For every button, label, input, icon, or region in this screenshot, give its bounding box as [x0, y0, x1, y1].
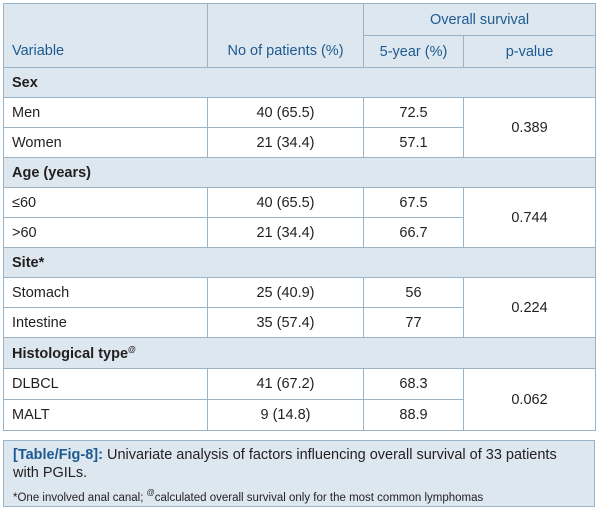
header-patients: No of patients (%)	[207, 3, 364, 68]
group-label: Age (years)	[2, 157, 597, 188]
group-row-site: Site*	[2, 247, 597, 278]
row-variable: Men	[3, 97, 208, 128]
row-five-year: 67.5	[363, 187, 464, 218]
row-patients: 21 (34.4)	[207, 217, 364, 248]
survival-table: Variable No of patients (%) Overall surv…	[2, 3, 597, 431]
row-five-year: 56	[363, 277, 464, 308]
group-row-sex: Sex	[2, 67, 597, 98]
footnote-superscript: @	[146, 488, 155, 497]
group-label: Sex	[2, 67, 597, 98]
row-patients: 41 (67.2)	[207, 368, 364, 400]
group-label: Site*	[2, 247, 597, 278]
row-variable: Intestine	[3, 307, 208, 338]
row-variable: MALT	[3, 399, 208, 431]
row-variable: ≤60	[3, 187, 208, 218]
caption-footnote: *One involved anal canal; @calculated ov…	[13, 488, 483, 504]
header-overall-survival: Overall survival	[362, 3, 597, 36]
header-p-value: p-value	[462, 35, 597, 68]
table-row: Women 21 (34.4) 57.1	[3, 127, 596, 158]
row-five-year: 88.9	[363, 399, 464, 431]
row-p-value: 0.744	[462, 187, 597, 248]
group-row-age: Age (years)	[2, 157, 597, 188]
group-label: Histological type@	[2, 337, 597, 369]
table-row: ≤60 40 (65.5) 67.5 0.744	[3, 187, 597, 248]
row-five-year: 66.7	[363, 217, 464, 248]
caption-body: Univariate analysis of factors influenci…	[13, 447, 557, 481]
header-row-bottom: 5-year (%) p-value	[4, 35, 597, 68]
row-variable: DLBCL	[3, 368, 208, 400]
caption-label: [Table/Fig-8]:	[13, 447, 103, 463]
caption-text: [Table/Fig-8]: Univariate analysis of fa…	[13, 446, 573, 482]
table-row: >60 21 (34.4) 66.7	[3, 217, 596, 248]
group-label-superscript: @	[128, 344, 136, 354]
table-row: Stomach 25 (40.9) 56 0.224	[3, 277, 597, 338]
table-caption: [Table/Fig-8]: Univariate analysis of fa…	[3, 440, 595, 507]
row-patients: 35 (57.4)	[207, 307, 364, 338]
header-row-top: Variable No of patients (%) Overall surv…	[3, 3, 597, 68]
row-p-value: 0.224	[462, 277, 597, 338]
row-variable: Stomach	[3, 277, 208, 308]
row-variable: Women	[3, 127, 208, 158]
table-row: DLBCL 41 (67.2) 68.3 0.062	[3, 368, 597, 431]
table-figure: Variable No of patients (%) Overall surv…	[2, 3, 597, 507]
row-five-year: 77	[363, 307, 464, 338]
footnote-part-b: calculated overall survival only for the…	[154, 492, 484, 504]
header-five-year: 5-year (%)	[363, 35, 464, 68]
row-p-value: 0.062	[462, 368, 597, 431]
header-variable: Variable	[3, 3, 208, 68]
row-patients: 9 (14.8)	[207, 399, 364, 431]
footnote-part-a: *One involved anal canal;	[13, 492, 144, 504]
group-label-text: Histological type	[12, 345, 129, 362]
table-row: Men 40 (65.5) 72.5 0.389	[3, 97, 597, 158]
row-patients: 21 (34.4)	[207, 127, 364, 158]
row-five-year: 57.1	[363, 127, 464, 158]
group-row-histological-type: Histological type@	[2, 337, 597, 369]
row-five-year: 72.5	[363, 97, 464, 128]
table-row: MALT 9 (14.8) 88.9	[3, 399, 596, 431]
row-patients: 40 (65.5)	[207, 97, 364, 128]
table-row: Intestine 35 (57.4) 77	[3, 307, 596, 338]
row-variable: >60	[3, 217, 208, 248]
row-patients: 40 (65.5)	[207, 187, 364, 218]
row-p-value: 0.389	[462, 97, 597, 158]
row-five-year: 68.3	[363, 368, 464, 400]
row-patients: 25 (40.9)	[207, 277, 364, 308]
